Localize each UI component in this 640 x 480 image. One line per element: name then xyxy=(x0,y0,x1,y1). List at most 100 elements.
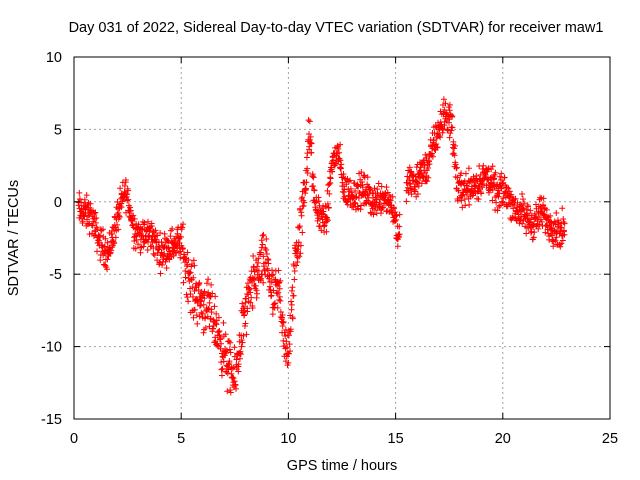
data-point xyxy=(260,279,267,286)
data-point xyxy=(337,164,344,171)
data-point xyxy=(345,178,352,185)
data-point xyxy=(148,222,155,229)
data-point xyxy=(249,305,256,312)
data-point xyxy=(258,237,265,244)
data-point xyxy=(310,183,317,190)
data-point xyxy=(180,221,187,228)
data-point xyxy=(275,289,282,296)
data-point xyxy=(296,253,303,260)
data-point xyxy=(283,338,290,345)
data-point xyxy=(503,189,510,196)
data-point xyxy=(242,320,249,327)
data-point xyxy=(452,161,459,168)
data-point xyxy=(196,313,203,320)
data-point xyxy=(279,311,286,318)
data-point xyxy=(202,324,209,331)
data-point xyxy=(132,245,139,252)
data-point xyxy=(277,308,284,315)
data-point xyxy=(392,209,399,216)
data-point xyxy=(339,174,346,181)
data-point xyxy=(449,124,456,131)
data-point xyxy=(189,293,196,300)
data-point xyxy=(326,181,333,188)
data-point xyxy=(205,276,212,283)
data-point xyxy=(336,149,343,156)
data-point xyxy=(125,187,132,194)
data-point xyxy=(315,198,322,205)
data-point xyxy=(309,171,316,178)
data-point xyxy=(191,262,198,269)
data-point xyxy=(287,348,294,355)
data-point xyxy=(367,187,374,194)
data-point xyxy=(378,183,385,190)
data-point xyxy=(277,277,284,284)
data-point xyxy=(185,256,192,263)
data-point xyxy=(229,374,236,381)
data-point xyxy=(306,136,313,143)
data-point xyxy=(230,375,237,382)
data-point xyxy=(304,169,311,176)
data-point xyxy=(408,191,415,198)
data-point xyxy=(338,161,345,168)
data-point xyxy=(463,182,470,189)
data-point xyxy=(521,200,528,207)
data-point xyxy=(190,314,197,321)
data-point xyxy=(252,266,259,273)
axis-ticks: 0 5 10 15 20 25 -15 -10 -5 0 5 10 xyxy=(41,50,618,447)
data-point xyxy=(76,196,83,203)
data-point xyxy=(391,218,398,225)
data-point xyxy=(520,205,527,212)
data-point xyxy=(159,261,166,268)
data-point xyxy=(384,189,391,196)
data-point xyxy=(414,179,421,186)
data-point xyxy=(493,199,500,206)
data-point xyxy=(169,225,176,232)
data-point xyxy=(364,174,371,181)
data-point xyxy=(299,229,306,236)
data-point xyxy=(496,173,503,180)
data-point xyxy=(516,220,523,227)
data-point xyxy=(127,204,134,211)
data-points xyxy=(75,96,568,396)
data-point xyxy=(538,218,545,225)
data-point xyxy=(112,234,119,241)
data-point xyxy=(519,220,526,227)
data-point xyxy=(547,224,554,231)
data-point xyxy=(174,230,181,237)
data-point xyxy=(213,317,220,324)
data-point xyxy=(218,366,225,373)
data-point xyxy=(209,290,216,297)
data-point xyxy=(337,157,344,164)
data-point xyxy=(86,231,93,238)
data-point xyxy=(408,168,415,175)
data-point xyxy=(97,232,104,239)
data-point xyxy=(115,209,122,216)
data-point xyxy=(191,288,198,295)
data-point xyxy=(492,169,499,176)
data-point xyxy=(248,268,255,275)
y-tick-label: -15 xyxy=(41,412,62,428)
data-point xyxy=(104,256,111,263)
data-point xyxy=(396,223,403,230)
data-point xyxy=(185,298,192,305)
data-point xyxy=(459,192,466,199)
data-point xyxy=(239,339,246,346)
data-point xyxy=(336,155,343,162)
data-point xyxy=(227,386,234,393)
data-point xyxy=(260,231,267,238)
data-point xyxy=(289,284,296,291)
data-point xyxy=(101,243,108,250)
y-tick-label: 0 xyxy=(54,195,62,211)
data-point xyxy=(375,180,382,187)
data-point xyxy=(347,177,354,184)
data-point xyxy=(498,170,505,177)
data-point xyxy=(328,158,335,165)
data-point xyxy=(465,165,472,172)
data-point xyxy=(530,234,537,241)
data-point xyxy=(379,205,386,212)
data-point xyxy=(270,271,277,278)
data-point xyxy=(94,248,101,255)
data-point xyxy=(523,230,530,237)
data-point xyxy=(437,134,444,141)
data-point xyxy=(179,245,186,252)
